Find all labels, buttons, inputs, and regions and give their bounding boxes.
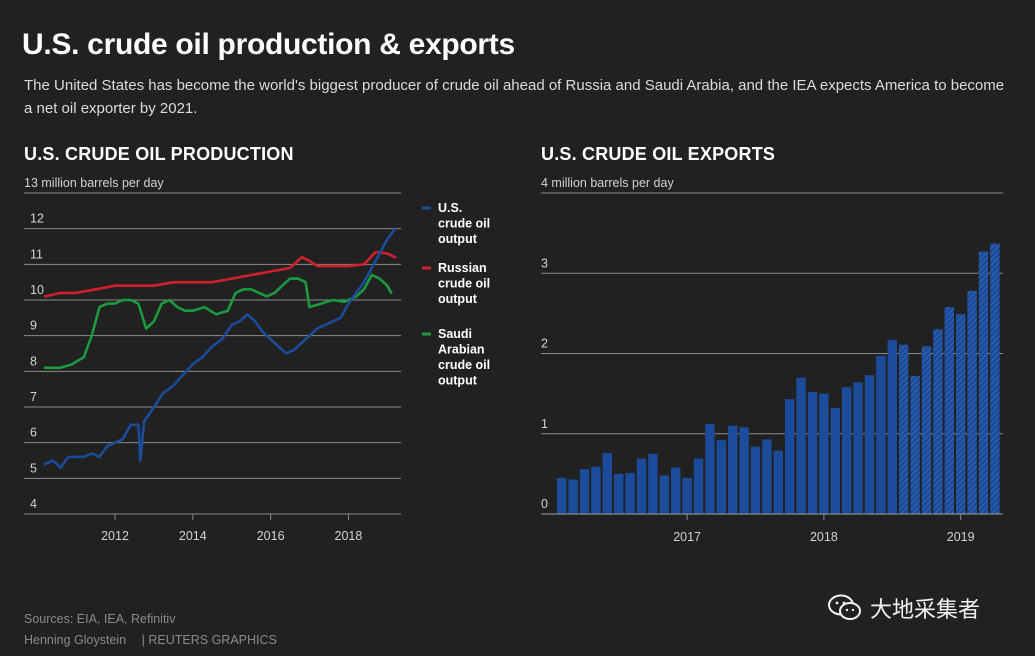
export-bar bbox=[705, 424, 715, 514]
export-bar bbox=[944, 307, 954, 514]
legend-entry-0: U.S. crude oil output bbox=[438, 201, 490, 246]
saudi-production-line bbox=[43, 273, 393, 370]
export-bar bbox=[819, 393, 829, 514]
export-bar bbox=[579, 469, 590, 514]
export-bar bbox=[739, 427, 749, 514]
y-tick-label: 0 bbox=[541, 497, 548, 511]
export-bar bbox=[762, 439, 772, 514]
legend-entry-2: Saudi Arabian crude oil output bbox=[438, 327, 490, 388]
export-bar bbox=[671, 467, 681, 514]
x-tick-label: 2019 bbox=[947, 530, 975, 544]
legend-entry-1: Russian crude oil output bbox=[438, 261, 490, 306]
export-bar bbox=[693, 458, 704, 514]
x-tick-label: 2012 bbox=[101, 529, 129, 543]
export-bar bbox=[636, 458, 647, 514]
export-bar bbox=[842, 387, 852, 514]
x-tick-label: 2018 bbox=[335, 529, 363, 543]
export-bar bbox=[602, 453, 612, 514]
us-production-line bbox=[43, 227, 397, 469]
export-bar bbox=[967, 290, 977, 514]
watermark-text: 大地采集者 bbox=[870, 597, 981, 622]
export-bar bbox=[648, 453, 658, 514]
y-tick-label: 12 bbox=[30, 212, 44, 226]
y-axis-label: 4 million barrels per day bbox=[541, 176, 674, 190]
credit-line: Henning Gloystein | REUTERS GRAPHICS bbox=[24, 633, 277, 647]
export-bar bbox=[750, 446, 761, 514]
export-bar bbox=[557, 477, 567, 514]
chart-subtitle: The United States has become the world's… bbox=[24, 77, 1005, 117]
export-bar bbox=[625, 473, 635, 514]
export-bar bbox=[990, 243, 1000, 514]
export-bar bbox=[853, 382, 863, 514]
y-tick-label: 4 bbox=[30, 497, 37, 511]
wechat-icon bbox=[828, 594, 862, 622]
export-bar bbox=[796, 377, 806, 514]
y-tick-label: 9 bbox=[30, 319, 37, 333]
export-bar bbox=[659, 475, 669, 514]
export-bar bbox=[773, 450, 783, 514]
export-bar bbox=[921, 346, 932, 514]
export-bar bbox=[807, 392, 818, 514]
sources-note: Sources: EIA, IEA, Refinitiv bbox=[24, 612, 176, 626]
export-bar bbox=[978, 251, 989, 514]
export-bar bbox=[591, 466, 601, 514]
chart-title: U.S. crude oil production & exports bbox=[22, 28, 515, 61]
author-credit: Henning Gloystein bbox=[24, 633, 127, 647]
export-bar bbox=[956, 314, 966, 514]
y-tick-label: 3 bbox=[541, 256, 548, 270]
y-tick-label: 1 bbox=[541, 417, 548, 431]
x-tick-label: 2016 bbox=[257, 529, 285, 543]
y-tick-label: 6 bbox=[30, 426, 37, 440]
x-tick-label: 2018 bbox=[810, 530, 838, 544]
export-bar bbox=[899, 344, 909, 514]
x-tick-label: 2014 bbox=[179, 529, 207, 543]
y-axis-label: 13 million barrels per day bbox=[24, 176, 164, 190]
y-tick-label: 5 bbox=[30, 461, 37, 475]
watermark: 大地采集者 bbox=[828, 592, 980, 624]
export-bar bbox=[910, 376, 920, 514]
export-bar bbox=[728, 425, 738, 514]
export-bar bbox=[785, 399, 795, 514]
x-tick-label: 2017 bbox=[673, 530, 701, 544]
y-tick-label: 11 bbox=[30, 247, 43, 261]
export-bar bbox=[716, 440, 726, 514]
export-bar bbox=[614, 473, 624, 514]
export-bar bbox=[830, 408, 840, 514]
y-tick-label: 7 bbox=[30, 390, 37, 404]
export-bar bbox=[887, 339, 897, 514]
brand-credit: | REUTERS GRAPHICS bbox=[141, 633, 277, 647]
production-panel-title: U.S. CRUDE OIL PRODUCTION bbox=[24, 144, 294, 164]
export-bar bbox=[682, 477, 692, 514]
russia-production-line bbox=[43, 250, 397, 298]
exports-panel-title: U.S. CRUDE OIL EXPORTS bbox=[541, 144, 776, 164]
y-tick-label: 2 bbox=[541, 337, 548, 351]
export-bar bbox=[568, 479, 578, 514]
y-tick-label: 8 bbox=[30, 354, 37, 368]
export-bar bbox=[876, 355, 886, 514]
y-tick-label: 10 bbox=[30, 283, 44, 297]
export-bar bbox=[864, 375, 875, 514]
export-bar bbox=[933, 329, 943, 514]
